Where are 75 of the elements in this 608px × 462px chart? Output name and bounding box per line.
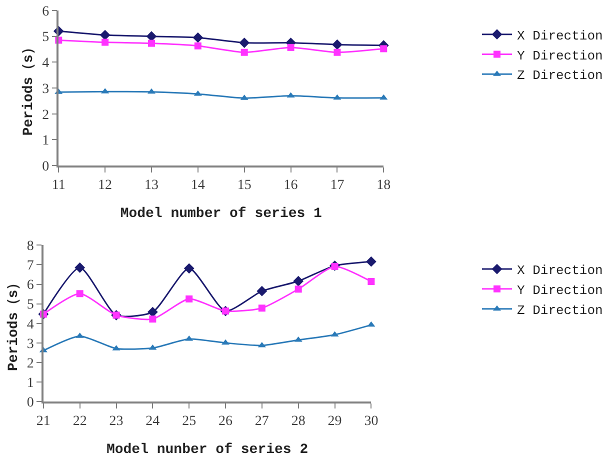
legend-label: Y Direction [517,283,603,298]
point [100,30,110,40]
y-tick-label: 1 [42,134,50,149]
point [367,321,376,327]
y-tick-label: 0 [42,159,50,174]
point [194,42,202,50]
x-tick-label: 15 [237,178,252,194]
y-tick-label: 4 [26,317,34,332]
legend-label: Z Direction [517,302,603,318]
x-tick-label: 26 [218,414,233,430]
x-tick-label: 30 [364,414,378,430]
x-tick-label: 28 [291,414,306,430]
x-axis-title: Model nunber of series 2 [106,442,308,458]
y-axis-title: Periods（s） [6,276,22,371]
y-tick-label: 3 [42,82,50,97]
x-tick-label: 12 [98,178,112,194]
point [194,90,202,96]
y-tick-label: 0 [26,395,34,410]
x-tick-label: 13 [144,178,158,194]
point [294,286,302,293]
point [240,48,248,56]
point [148,40,155,47]
point [287,44,294,51]
point [149,316,156,323]
x-tick-label: 16 [284,178,298,194]
point [334,48,341,56]
y-tick-label: 6 [42,4,50,20]
point [184,263,194,274]
x-tick-label: 18 [376,178,391,194]
x-tick-label: 21 [36,414,50,430]
y-tick-label: 2 [42,108,50,123]
x-tick-label: 11 [52,178,66,194]
y-tick-label: 8 [26,239,34,254]
point [258,304,266,312]
point [192,32,204,43]
point [331,262,338,270]
x-tick-label: 25 [182,414,196,430]
point [366,256,376,267]
y-tick-label: 3 [26,336,34,352]
y-tick-label: 4 [42,56,50,72]
x-axis-title: Model number of series 1 [120,206,322,222]
y-tick-label: 6 [26,278,34,294]
x-tick-label: 29 [328,414,342,430]
point [380,94,388,100]
point [239,38,250,48]
x-tick-label: 22 [72,414,87,430]
x-tick-label: 27 [254,414,269,430]
point [333,94,342,100]
point [332,39,342,50]
point [76,290,84,298]
point [186,295,193,302]
point [256,286,268,296]
y-tick-label: 1 [26,376,34,391]
x-tick-label: 17 [330,178,344,194]
y-tick-label: 5 [26,298,34,313]
point [147,306,158,318]
point [258,342,266,348]
point [368,278,375,286]
legend-label: X Direction [517,28,603,44]
y-tick-label: 7 [26,258,34,274]
legend-label: Y Direction [517,48,603,64]
point [102,38,109,46]
y-axis-title: Periods（s） [21,40,38,136]
y-tick-label: 2 [26,356,34,372]
x-tick-label: 23 [109,414,124,430]
point [293,276,304,286]
point [294,336,302,342]
x-tick-label: 24 [146,414,160,430]
point [380,45,388,52]
point [74,262,86,273]
x-tick-label: 14 [190,178,205,194]
legend-label: X Direction [517,263,603,278]
legend-label: Z Direction [517,68,603,84]
y-tick-label: 5 [42,30,50,46]
point [286,92,295,98]
